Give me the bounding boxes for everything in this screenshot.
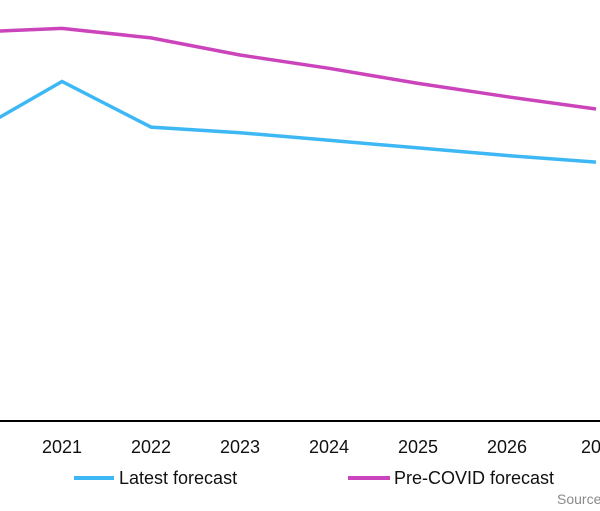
legend-label-latest-forecast: Latest forecast bbox=[119, 468, 237, 488]
legend: Latest forecast Pre-COVID forecast bbox=[74, 468, 554, 488]
legend-label-pre-covid-forecast: Pre-COVID forecast bbox=[394, 468, 554, 488]
series-line-pre-covid-forecast bbox=[0, 26, 597, 111]
x-tick-label: 202 bbox=[581, 437, 600, 457]
x-tick-label: 2021 bbox=[42, 437, 82, 457]
source-label: Source bbox=[557, 491, 600, 507]
series-layer bbox=[0, 26, 597, 164]
series-line-latest-forecast bbox=[0, 79, 597, 164]
x-tick-label: 2022 bbox=[131, 437, 171, 457]
x-tick-label: 2024 bbox=[309, 437, 349, 457]
x-tick-label: 2023 bbox=[220, 437, 260, 457]
x-tick-label: 2026 bbox=[487, 437, 527, 457]
x-tick-label: 2025 bbox=[398, 437, 438, 457]
x-tick-labels: 2021 2022 2023 2024 2025 2026 202 bbox=[42, 437, 600, 457]
